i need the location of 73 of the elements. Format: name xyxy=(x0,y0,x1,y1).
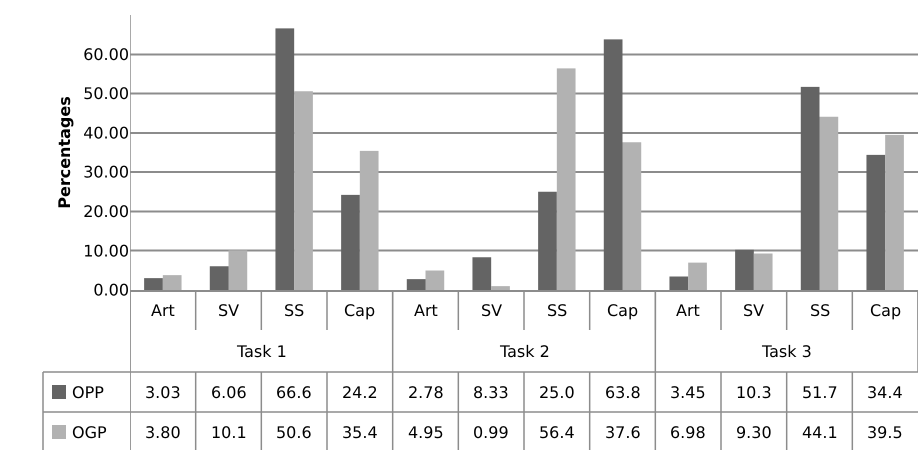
bar xyxy=(228,250,248,290)
legend-label: OPP xyxy=(72,383,104,402)
bar xyxy=(426,270,444,290)
data-label: 10.1 xyxy=(211,423,247,442)
text: Task 1 xyxy=(236,342,287,361)
data-label: 39.5 xyxy=(867,423,903,442)
data-label: 35.4 xyxy=(342,423,378,442)
bar xyxy=(406,279,426,290)
data-label: 8.33 xyxy=(473,383,509,402)
data-label: 4.95 xyxy=(408,423,444,442)
data-label: 37.6 xyxy=(605,423,641,442)
bar xyxy=(341,194,360,290)
x-tick-label: Art xyxy=(151,301,175,320)
x-tick-label: SV xyxy=(743,301,764,320)
bar xyxy=(472,257,492,290)
y-axis-title: Percentages xyxy=(55,96,74,209)
x-tick-label: SS xyxy=(547,301,568,320)
y-tick-label: 40.00 xyxy=(83,123,129,142)
data-label: 0.99 xyxy=(473,423,509,442)
x-tick-label: SV xyxy=(218,301,240,320)
x-tick-label: Cap xyxy=(870,301,902,320)
x-tick-label: SS xyxy=(810,301,830,320)
bar xyxy=(800,86,820,290)
bar xyxy=(866,154,886,290)
bar xyxy=(604,39,622,290)
bar xyxy=(820,116,838,290)
bar xyxy=(735,250,754,290)
bar xyxy=(688,262,707,290)
x-tick-label: Cap xyxy=(607,301,638,320)
bar xyxy=(538,192,557,290)
bar xyxy=(360,150,379,290)
x-tick-label: Art xyxy=(414,301,438,320)
data-label: 34.4 xyxy=(867,383,903,402)
data-label: 10.3 xyxy=(736,383,772,402)
bar xyxy=(275,28,294,290)
bar xyxy=(144,278,163,290)
data-label: 6.06 xyxy=(211,383,247,402)
x-tick-label: Art xyxy=(676,301,700,320)
data-label: 56.4 xyxy=(539,423,575,442)
y-tick-label: 0.00 xyxy=(93,280,129,300)
x-tick-label: SS xyxy=(284,301,304,320)
bar xyxy=(210,266,228,290)
y-tick-label: 20.00 xyxy=(83,202,129,222)
y-tick-label: 60.00 xyxy=(83,44,129,64)
bar xyxy=(162,275,182,290)
data-label: 51.7 xyxy=(802,383,838,402)
data-label: 44.1 xyxy=(802,423,838,442)
data-label: 9.30 xyxy=(736,423,772,442)
data-label: 66.6 xyxy=(276,383,312,402)
data-label: 24.2 xyxy=(342,383,378,402)
data-label: 50.6 xyxy=(276,423,312,442)
y-tick-label: 30.00 xyxy=(83,162,129,182)
legend-label: OGP xyxy=(72,423,107,442)
data-label: 3.80 xyxy=(145,423,181,442)
data-label: 63.8 xyxy=(605,383,641,402)
x-tick-label: SV xyxy=(481,301,502,320)
text: Task 3 xyxy=(761,342,812,361)
x-tick-label: Cap xyxy=(344,301,376,320)
bar xyxy=(669,276,688,290)
data-label: 3.03 xyxy=(145,383,181,402)
bar xyxy=(885,134,904,290)
bar xyxy=(556,68,576,290)
bar xyxy=(754,253,773,290)
bar xyxy=(294,91,313,290)
y-tick-label: 10.00 xyxy=(83,241,129,260)
bar xyxy=(491,286,510,290)
data-label: 25.0 xyxy=(539,383,575,402)
data-label: 2.78 xyxy=(408,383,444,402)
y-tick-label: 50.00 xyxy=(83,84,129,104)
bar xyxy=(622,142,642,290)
data-label: 3.45 xyxy=(670,383,706,402)
text: Task 2 xyxy=(499,342,550,361)
data-label: 6.98 xyxy=(670,423,706,442)
